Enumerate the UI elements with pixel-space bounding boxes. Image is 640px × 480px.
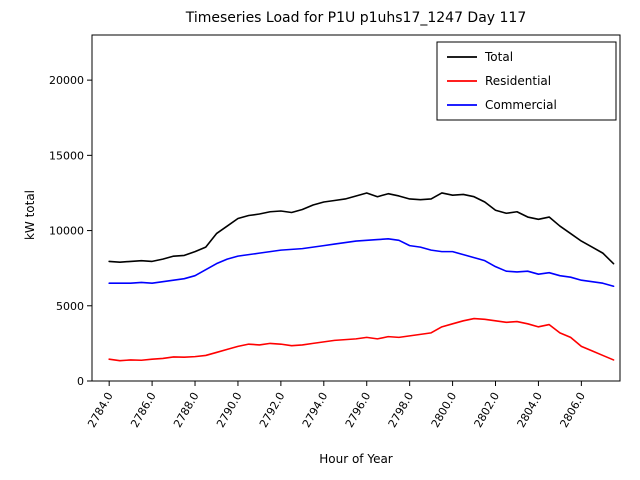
series-line-residential <box>108 317 615 362</box>
legend-label-residential: Residential <box>485 74 551 88</box>
x-tick-label: 2784.0 <box>85 390 116 430</box>
y-tick-label: 0 <box>77 375 84 388</box>
chart-title: Timeseries Load for P1U p1uhs17_1247 Day… <box>185 10 527 26</box>
x-tick-label: 2804.0 <box>515 390 546 430</box>
series-line-total <box>108 192 615 265</box>
x-tick-label: 2792.0 <box>257 390 288 430</box>
y-axis-label: kW total <box>23 189 37 241</box>
y-tick-label: 20000 <box>49 74 84 87</box>
x-tick-label: 2802.0 <box>472 390 503 430</box>
legend-label-total: Total <box>484 50 513 64</box>
axes-frame <box>91 34 621 382</box>
x-tick-label: 2786.0 <box>128 390 159 430</box>
x-tick-label: 2788.0 <box>171 390 202 430</box>
x-tick-label: 2798.0 <box>386 390 417 430</box>
y-tick-label: 5000 <box>56 300 84 313</box>
x-tick-label: 2794.0 <box>300 390 331 430</box>
y-tick-label: 15000 <box>49 149 84 162</box>
x-tick-label: 2796.0 <box>343 390 374 430</box>
y-tick-label: 10000 <box>49 225 84 238</box>
x-axis-label: Hour of Year <box>319 452 393 466</box>
legend-label-commercial: Commercial <box>485 98 557 112</box>
x-tick-label: 2806.0 <box>557 390 588 430</box>
series-line-commercial <box>108 238 615 288</box>
x-tick-label: 2800.0 <box>429 390 460 430</box>
x-tick-label: 2790.0 <box>214 390 245 430</box>
